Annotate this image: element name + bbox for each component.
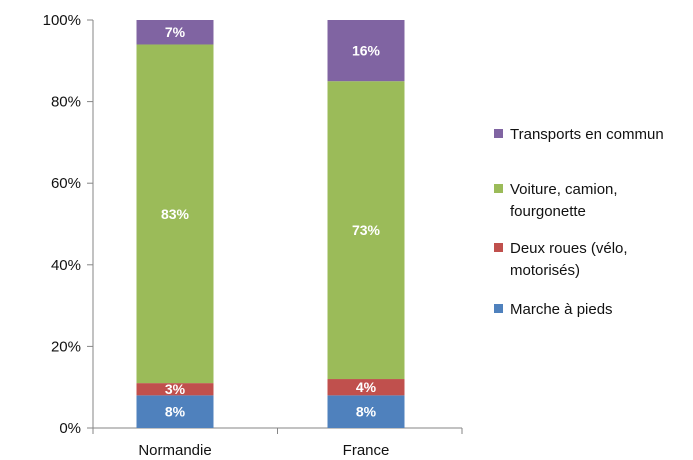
bar-segment — [327, 20, 405, 82]
y-tick-label: 0% — [59, 420, 81, 437]
bars: 8% 3% 83% 7% 8% 4% 73% 16% — [136, 20, 405, 428]
data-label: 83% — [161, 206, 190, 222]
legend-label: Voiture, camion, — [510, 181, 618, 198]
data-label: 4% — [356, 379, 377, 395]
bar-segment — [327, 395, 405, 428]
legend-swatch — [494, 304, 503, 313]
data-label: 3% — [165, 381, 186, 397]
data-label: 8% — [356, 404, 377, 420]
y-tick-label: 80% — [51, 94, 81, 111]
axes: 0% 20% 40% 60% 80% 100% Normandie France — [43, 12, 463, 459]
y-tick-label: 60% — [51, 175, 81, 192]
y-tick-label: 100% — [43, 12, 81, 29]
legend-label: Deux roues (vélo, — [510, 240, 628, 257]
legend-label: motorisés) — [510, 262, 580, 279]
bar-segment — [136, 20, 214, 45]
legend-label: Marche à pieds — [510, 301, 613, 318]
x-tick-label: France — [343, 442, 390, 459]
data-label: 8% — [165, 404, 186, 420]
legend-swatch — [494, 184, 503, 193]
bar-segment — [327, 379, 405, 396]
data-label: 7% — [165, 24, 186, 40]
data-label: 16% — [352, 43, 381, 59]
y-tick-label: 40% — [51, 257, 81, 274]
y-tick-label: 20% — [51, 338, 81, 355]
legend: Transports en commun Voiture, camion, four… — [494, 126, 664, 318]
legend-label: Transports en commun — [510, 126, 664, 143]
bar-segment — [136, 383, 214, 396]
legend-swatch — [494, 243, 503, 252]
legend-label: fourgonette — [510, 203, 586, 220]
legend-swatch — [494, 129, 503, 138]
bar-segment — [136, 395, 214, 428]
bar-segment — [327, 81, 405, 380]
x-tick-label: Normandie — [138, 442, 211, 459]
bar-segment — [136, 44, 214, 384]
data-label: 73% — [352, 222, 381, 238]
